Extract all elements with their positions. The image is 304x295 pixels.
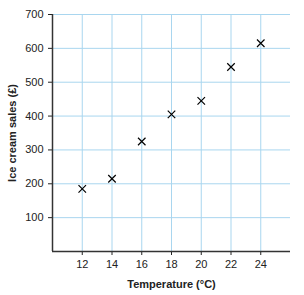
svg-text:22: 22 [225, 258, 237, 270]
svg-text:200: 200 [25, 177, 43, 189]
svg-text:16: 16 [136, 258, 148, 270]
svg-text:500: 500 [25, 76, 43, 88]
svg-text:300: 300 [25, 143, 43, 155]
svg-text:Temperature (°C): Temperature (°C) [127, 278, 216, 290]
svg-text:14: 14 [106, 258, 118, 270]
svg-text:400: 400 [25, 110, 43, 122]
svg-text:20: 20 [195, 258, 207, 270]
svg-text:700: 700 [25, 8, 43, 20]
svg-text:Ice cream sales (£): Ice cream sales (£) [6, 84, 18, 182]
svg-text:600: 600 [25, 42, 43, 54]
svg-text:18: 18 [165, 258, 177, 270]
svg-text:100: 100 [25, 211, 43, 223]
svg-text:12: 12 [76, 258, 88, 270]
svg-text:24: 24 [255, 258, 267, 270]
